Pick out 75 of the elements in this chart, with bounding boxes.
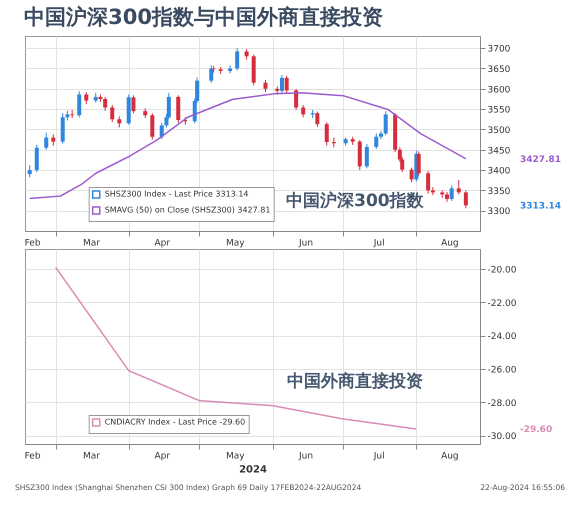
candlestick [384,110,388,136]
candlestick [263,79,268,93]
y-tick-label: -24.00 [488,332,517,342]
x-tick-label: Jul [372,452,385,462]
legend-label: CNDIACRY Index - Last Price -29.60 [104,418,246,426]
chart-title: 中国沪深300指数与中国外商直接投资 [24,5,383,29]
candlestick [284,75,289,94]
x-tick-label: Jun [298,452,314,462]
candlestick [150,112,154,140]
y-tick-label: 3450 [488,146,511,156]
candlestick [410,167,414,183]
candlestick [444,192,449,202]
y-tick-label: -28.00 [488,398,517,409]
candlestick [51,134,56,146]
x-tick-label: Apr [154,238,170,248]
y-tick-label: 3400 [488,166,511,177]
candlestick [84,92,88,105]
candlestick [464,190,468,209]
x-tick-label: Mar [83,452,100,462]
candlestick [34,144,39,173]
y-tick-label: 3300 [488,207,511,218]
candlestick [28,164,32,178]
x-tick-label: Feb [24,238,41,248]
candlestick [235,48,240,72]
y-tick-label: 3350 [488,186,511,197]
legend-label: SMAVG (50) on Close (SHSZ300) 3427.81 [104,206,270,214]
y-tick-label: -26.00 [488,366,517,376]
x-tick-label: Apr [154,452,170,462]
x-tick-label: Aug [441,238,459,248]
y-tick-label: 3650 [488,65,511,75]
candlestick [332,137,336,148]
candlestick [94,92,98,104]
x-tick-label: Jun [298,238,314,248]
annotation: 中国沪深300指数 [286,190,425,211]
candlestick [131,94,136,114]
y-tick-label: -22.00 [488,298,517,309]
y-tick-label: 3700 [488,44,511,55]
y-tick-label: 3600 [488,85,511,96]
candlestick [44,132,48,150]
candlestick [374,133,378,150]
candlestick [301,104,306,118]
candlestick [280,74,284,94]
x-tick-label: Feb [24,452,41,462]
y-tick-label: -30.00 [488,432,517,442]
candlestick [324,122,329,146]
text: 3313.14 [520,201,561,212]
candlestick [103,96,108,112]
annotation: 中国外商直接投资 [286,372,423,392]
candlestick [456,179,461,195]
candlestick [416,150,421,176]
y-tick-label: 3550 [488,106,511,116]
candlestick [143,108,148,119]
candlestick [315,111,320,128]
candlestick [65,110,70,121]
candlestick [364,144,369,169]
text: -29.60 [520,425,552,435]
candlestick [426,170,430,194]
x-tick-label: Mar [83,238,100,248]
candlestick [244,48,249,60]
x-axis-title: 2024 [239,464,267,476]
candlestick [176,94,180,124]
y-tick-label: -20.00 [488,266,517,276]
y-tick-label: 3500 [488,126,511,136]
candlestick [117,116,122,128]
candlestick [294,88,298,110]
candlestick [160,122,164,140]
legend-label: SHSZ300 Index - Last Price 3313.14 [104,190,249,198]
candlestick [110,104,114,123]
x-tick-label: Jul [372,238,385,248]
candlestick [77,90,82,118]
x-tick-label: May [226,452,246,462]
text: 3427.81 [520,154,561,165]
x-tick-label: Aug [441,452,459,462]
candlestick [450,185,454,202]
x-tick-label: May [226,238,246,248]
